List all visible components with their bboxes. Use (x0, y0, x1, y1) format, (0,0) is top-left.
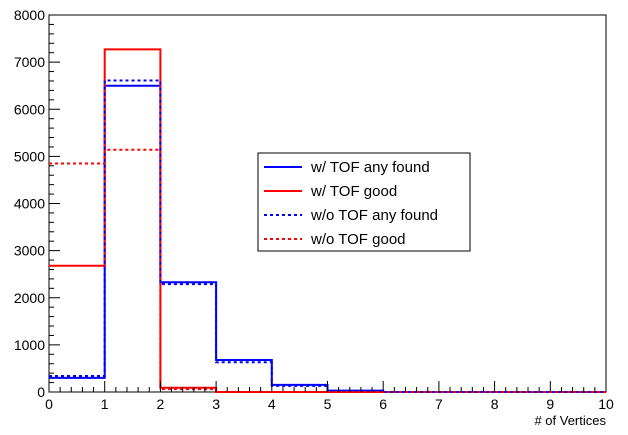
x-tick-label: 8 (491, 396, 499, 412)
legend-label: w/o TOF any found (310, 207, 438, 224)
x-tick-label: 4 (268, 396, 276, 412)
axis-layer: 0 1 2 3 4 5 6 7 8 9 10 0 1000 2000 3000 4000 5000 6000 700… (14, 7, 614, 412)
y-tick-label: 7000 (14, 54, 45, 70)
y-tick-label: 6000 (14, 101, 45, 117)
x-tick-label: 6 (379, 396, 387, 412)
x-tick-label: 5 (324, 396, 332, 412)
x-tick-label: 3 (212, 396, 220, 412)
x-tick-label: 10 (598, 396, 614, 412)
legend-label: w/ TOF any found (310, 159, 430, 176)
legend-box (257, 152, 471, 252)
legend-label: w/o TOF good (310, 231, 406, 248)
x-tick-label: 2 (157, 396, 165, 412)
y-tick-label: 5000 (14, 148, 45, 164)
y-tick-label: 1000 (14, 337, 45, 353)
y-tick-label: 4000 (14, 196, 45, 212)
x-axis-title: # of Vertices (534, 413, 606, 428)
y-tick-label: 3000 (14, 243, 45, 259)
legend-label: w/ TOF good (310, 183, 397, 200)
y-tick-label: 2000 (14, 290, 45, 306)
legend: w/ TOF any found w/ TOF good w/o TOF any f… (257, 152, 471, 252)
x-tick-label: 1 (101, 396, 109, 412)
y-tick-label: 8000 (14, 7, 45, 23)
series-line-4 (49, 148, 606, 393)
x-tick-label: 0 (45, 396, 53, 412)
y-tick-label: 0 (37, 384, 45, 400)
x-tick-label: 9 (546, 396, 554, 412)
x-tick-label: 7 (435, 396, 443, 412)
